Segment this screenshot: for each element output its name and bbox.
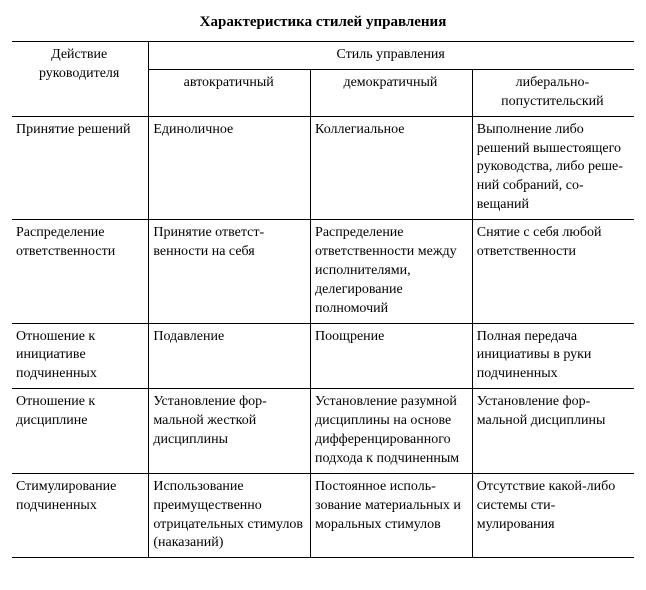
cell-democratic: Коллегиальное (311, 116, 473, 219)
table-title: Характеристика стилей управления (12, 14, 634, 31)
header-style-group: Стиль управления (149, 42, 634, 70)
cell-action: Стимулирование подчиненных (12, 473, 149, 558)
table-row: Отношение к инициативе подчиненныхПодавл… (12, 323, 634, 389)
table-row: Стимулирование подчиненныхИспользование … (12, 473, 634, 558)
cell-autocratic: Единоличное (149, 116, 311, 219)
cell-action: Отношение к инициативе подчиненных (12, 323, 149, 389)
header-action: Действие руководителя (12, 42, 149, 117)
cell-democratic: Поощрение (311, 323, 473, 389)
cell-liberal: Установление фор­мальной дисцип­лины (472, 389, 634, 474)
cell-liberal: Снятие с себя лю­бой ответствен­ности (472, 220, 634, 323)
cell-action: Отношение к дисциплине (12, 389, 149, 474)
table-body: Принятие решенийЕдиноличноеКоллегиальное… (12, 116, 634, 558)
cell-action: Принятие решений (12, 116, 149, 219)
cell-autocratic: Принятие ответст­венности на себя (149, 220, 311, 323)
table-row: Принятие решенийЕдиноличноеКоллегиальное… (12, 116, 634, 219)
cell-autocratic: Подавление (149, 323, 311, 389)
management-styles-table: Действие руководителя Стиль управления а… (12, 41, 634, 558)
cell-action: Распределение ответственности (12, 220, 149, 323)
cell-democratic: Распределение ответственности между испо… (311, 220, 473, 323)
header-democratic: демократичный (311, 69, 473, 116)
cell-autocratic: Установление фор­мальной жесткой дисципл… (149, 389, 311, 474)
cell-liberal: Полная передача инициативы в руки подчин… (472, 323, 634, 389)
table-row: Отношение к дисциплинеУстановление фор­м… (12, 389, 634, 474)
cell-democratic: Установление разум­ной дисциплины на осн… (311, 389, 473, 474)
cell-democratic: Постоянное исполь­зование материаль­ных … (311, 473, 473, 558)
cell-liberal: Отсутствие какой-либо системы сти­мулиро… (472, 473, 634, 558)
header-liberal: либерально-попустительский (472, 69, 634, 116)
cell-liberal: Выполнение либо решений вышесто­ящего ру… (472, 116, 634, 219)
cell-autocratic: Использование преимущественно отрицатель… (149, 473, 311, 558)
table-row: Распределение ответственностиПринятие от… (12, 220, 634, 323)
header-autocratic: автократичный (149, 69, 311, 116)
